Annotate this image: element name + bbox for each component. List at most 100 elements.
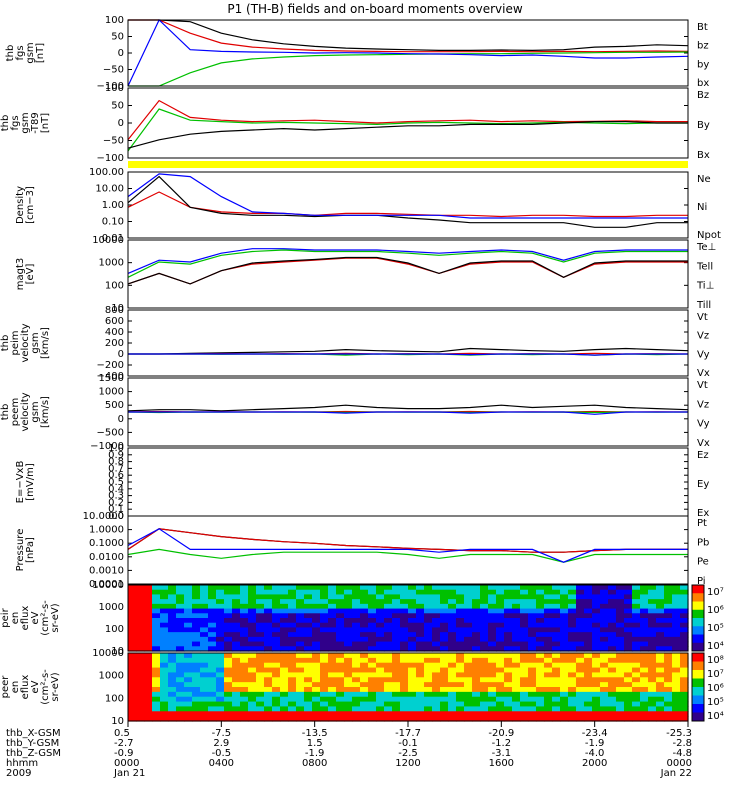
spectrogram-cell xyxy=(384,641,393,647)
spectrogram-cell xyxy=(184,711,193,717)
spectrogram-cell xyxy=(520,662,529,669)
spectrogram-cell xyxy=(360,672,369,678)
spectrogram-cell xyxy=(208,682,217,688)
spectrogram-cell xyxy=(352,627,361,633)
spectrogram-cell xyxy=(368,701,377,708)
spectrogram-cell xyxy=(560,682,569,688)
spectrogram-cell xyxy=(168,706,177,712)
panel-peim_velocity-ylabel-line: thb xyxy=(0,335,11,352)
spectrogram-cell xyxy=(184,622,193,629)
spectrogram-cell xyxy=(664,657,673,664)
panel-pressure-frame xyxy=(127,515,689,585)
spectrogram-cell xyxy=(328,701,337,708)
spectrogram-cell xyxy=(360,618,369,624)
spectrogram-cell xyxy=(192,613,201,619)
spectrogram-cell xyxy=(480,667,489,674)
spectrogram-cell xyxy=(440,653,449,659)
spectrogram-cell xyxy=(176,706,185,712)
series-line-bx xyxy=(127,18,689,87)
spectrogram-cell xyxy=(376,646,385,652)
colorbar-tick-label: 10⁶ xyxy=(707,605,724,616)
spectrogram-cell xyxy=(160,622,169,629)
spectrogram-cell xyxy=(368,608,377,614)
spectrogram-cell xyxy=(152,608,161,614)
spectrogram-cell xyxy=(368,585,377,591)
spectrogram-cell xyxy=(240,613,249,619)
spectrogram-cell xyxy=(280,696,289,703)
spectrogram-cell xyxy=(240,701,249,708)
spectrogram-cell xyxy=(208,691,217,698)
spectrogram-cell xyxy=(496,706,505,712)
spectrogram-cell xyxy=(136,687,145,693)
spectrogram-cell xyxy=(504,653,513,659)
spectrogram-cell xyxy=(488,682,497,688)
spectrogram-cell xyxy=(128,641,137,647)
spectrogram-cell xyxy=(584,711,593,717)
spectrogram-cell xyxy=(248,662,257,669)
spectrogram-cell xyxy=(464,687,473,693)
spectrogram-cell xyxy=(624,603,633,610)
spectrogram-cell xyxy=(400,691,409,698)
spectrogram-cell xyxy=(152,653,161,659)
spectrogram-cell xyxy=(216,589,225,596)
spectrogram-cell xyxy=(168,657,177,664)
spectrogram-cell xyxy=(368,603,377,610)
spectrogram-cell xyxy=(528,701,537,708)
spectrogram-cell xyxy=(272,594,281,600)
spectrogram-cell xyxy=(176,599,185,605)
spectrogram-cell xyxy=(560,594,569,600)
spectrogram-cell xyxy=(280,599,289,605)
spectrogram-cell xyxy=(208,613,217,619)
spectrogram-cell xyxy=(480,613,489,619)
spectrogram-cell xyxy=(304,696,313,703)
spectrogram-cell xyxy=(264,691,273,698)
panel-fgs_t89-ytick: 100 xyxy=(105,83,124,94)
spectrogram-cell xyxy=(232,696,241,703)
spectrogram-cell xyxy=(432,632,441,638)
spectrogram-cell xyxy=(328,636,337,643)
spectrogram-cell xyxy=(296,608,305,614)
spectrogram-cell xyxy=(664,691,673,698)
spectrogram-cell xyxy=(568,691,577,698)
spectrogram-cell xyxy=(472,691,481,698)
spectrogram-cell xyxy=(624,711,633,717)
spectrogram-cell xyxy=(664,696,673,703)
spectrogram-cell xyxy=(408,706,417,712)
spectrogram-cell xyxy=(648,632,657,638)
spectrogram-cell xyxy=(536,706,545,712)
spectrogram-cell xyxy=(552,657,561,664)
spectrogram-cell xyxy=(208,677,217,683)
spectrogram-cell xyxy=(504,706,513,712)
spectrogram-cell xyxy=(392,716,401,722)
spectrogram-cell xyxy=(248,632,257,638)
spectrogram-cell xyxy=(424,622,433,629)
spectrogram-cell xyxy=(448,608,457,614)
spectrogram-cell xyxy=(208,585,217,591)
spectrogram-cell xyxy=(680,618,689,624)
colorbar-step xyxy=(692,712,704,722)
spectrogram-cell xyxy=(624,687,633,693)
spectrogram-cell xyxy=(344,677,353,683)
spectrogram-cell xyxy=(328,603,337,610)
spectrogram-cell xyxy=(192,706,201,712)
spectrogram-cell xyxy=(488,653,497,659)
spectrogram-cell xyxy=(288,653,297,659)
spectrogram-cell xyxy=(280,646,289,652)
spectrogram-cell xyxy=(144,653,153,659)
spectrogram-cell xyxy=(496,618,505,624)
spectrogram-cell xyxy=(296,636,305,643)
xaxis-cell: -25.3 xyxy=(666,728,692,739)
spectrogram-cell xyxy=(320,589,329,596)
spectrogram-cell xyxy=(592,636,601,643)
spectrogram-cell xyxy=(648,716,657,722)
spectrogram-cell xyxy=(568,632,577,638)
spectrogram-cell xyxy=(144,646,153,652)
spectrogram-cell xyxy=(584,706,593,712)
spectrogram-cell xyxy=(424,682,433,688)
spectrogram-cell xyxy=(376,608,385,614)
spectrogram-cell xyxy=(568,589,577,596)
panel-peir_spectrogram-ylabel-line: eV xyxy=(30,611,41,624)
spectrogram-cell xyxy=(184,696,193,703)
spectrogram-cell xyxy=(496,613,505,619)
